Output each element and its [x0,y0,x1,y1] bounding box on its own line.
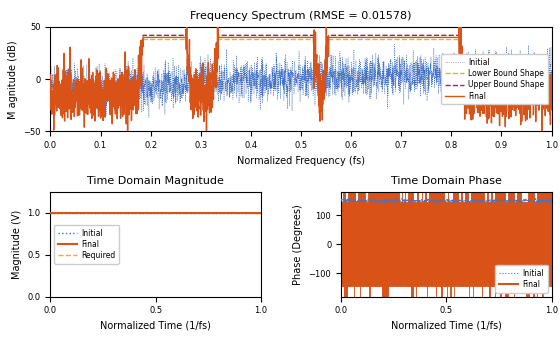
Final [47,73,54,77]
Upper Bound Shape [134,93,141,97]
Legend: Initial, Final, Required: Initial, Final, Required [54,225,119,264]
Initial [261,85,268,89]
Final [261,35,268,39]
Required [132,211,139,215]
Upper Bound Shape [261,33,268,37]
Final [456,20,463,24]
Upper Bound Shape [548,95,555,99]
Lower Bound Shape [134,89,141,93]
Final [485,106,492,111]
Initial [140,211,147,215]
Initial [548,68,555,72]
Final [104,93,111,97]
Initial [539,55,545,59]
Final [258,211,264,215]
Legend: Initial, Lower Bound Shape, Upper Bound Shape, Final: Initial, Lower Bound Shape, Upper Bound … [441,54,548,104]
Required [192,211,198,215]
Lower Bound Shape [548,91,555,95]
Upper Bound Shape [47,95,54,99]
X-axis label: Normalized Time (1/fs): Normalized Time (1/fs) [391,321,502,331]
Line: Final: Final [50,22,552,137]
Y-axis label: Phase (Degrees): Phase (Degrees) [293,204,303,285]
Required [68,211,75,215]
Title: Frequency Spectrum (RMSE = 0.01578): Frequency Spectrum (RMSE = 0.01578) [190,11,412,21]
Initial [146,115,152,119]
Y-axis label: Magnitude (V): Magnitude (V) [12,210,22,279]
Upper Bound Shape [484,95,491,99]
Initial [47,69,54,73]
Initial [507,196,514,200]
Initial [359,198,366,202]
Final [132,211,139,215]
Required [215,211,222,215]
Required [258,211,264,215]
Initial [192,211,198,215]
Initial [68,211,75,215]
Initial [485,66,492,70]
Initial [502,198,509,203]
Title: Time Domain Phase: Time Domain Phase [391,176,502,186]
Lower Bound Shape [539,91,545,95]
Required [47,211,54,215]
Final [192,211,198,215]
Lower Bound Shape [239,37,246,41]
Upper Bound Shape [539,95,545,99]
Initial [215,211,222,215]
Title: Time Domain Magnitude: Time Domain Magnitude [87,176,224,186]
Final [539,129,545,133]
X-axis label: Normalized Frequency (fs): Normalized Frequency (fs) [237,156,365,166]
Initial [258,211,264,215]
Required [140,211,147,215]
Initial [104,92,111,96]
Initial [506,198,512,203]
Final [47,211,54,215]
Initial [134,86,141,90]
Initial [431,199,437,203]
Required [211,211,218,215]
Lower Bound Shape [261,37,268,41]
Line: Initial: Initial [50,45,552,117]
Line: Upper Bound Shape: Upper Bound Shape [50,35,552,97]
Final [134,87,141,91]
Final [68,211,75,215]
Lower Bound Shape [104,91,111,95]
Final [203,135,210,140]
Lower Bound Shape [140,37,147,41]
Lower Bound Shape [47,91,54,95]
Initial [132,211,139,215]
Initial [423,201,430,205]
Initial [47,211,54,215]
Lower Bound Shape [484,91,491,95]
Final [239,35,246,39]
Y-axis label: M agnitude (dB): M agnitude (dB) [8,40,17,119]
Upper Bound Shape [104,95,111,99]
Final [215,211,222,215]
Initial [548,198,555,202]
Legend: Initial, Final: Initial, Final [496,265,548,293]
Final [548,73,555,78]
Final [211,211,218,215]
X-axis label: Normalized Time (1/fs): Normalized Time (1/fs) [100,321,211,331]
Line: Initial: Initial [341,198,552,204]
Initial [338,199,344,203]
Initial [211,211,218,215]
Final [140,211,147,215]
Upper Bound Shape [239,33,246,37]
Initial [239,96,246,100]
Initial [464,202,470,206]
Initial [483,199,489,203]
Line: Lower Bound Shape: Lower Bound Shape [50,39,552,93]
Initial [391,43,398,47]
Upper Bound Shape [140,33,147,37]
